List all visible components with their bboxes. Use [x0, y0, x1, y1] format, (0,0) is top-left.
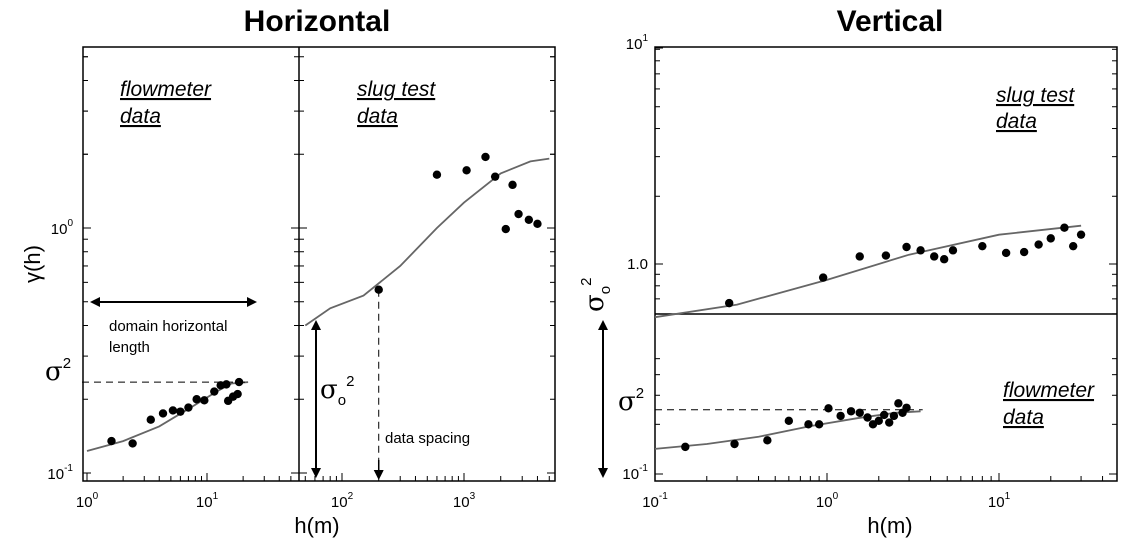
flowmeter-data-point: [168, 406, 178, 415]
vertical-x-tick-label: 100: [816, 491, 839, 511]
vertical-x-axis-label: h(m): [867, 513, 912, 538]
slugtest-data-point: [490, 172, 500, 181]
vertical-flowmeter-data-point: [902, 403, 911, 412]
flowmeter-label-line2: data: [120, 105, 161, 128]
vertical-flowmeter-data-point: [824, 404, 833, 413]
vertical-flowmeter-data-point: [846, 407, 856, 416]
domain-length-label-line2: length: [109, 339, 150, 356]
vertical-slugtest-data-point: [1076, 230, 1086, 239]
vertical-slugtest-data-point: [1034, 240, 1043, 249]
vertical-slugtest-data-point: [929, 252, 939, 261]
vertical-flowmeter-data-point: [885, 418, 894, 427]
slugtest-fit-curve: [304, 157, 550, 327]
vertical-flowmeter-data-point: [889, 411, 899, 421]
vertical-slugtest-data-point: [818, 273, 828, 282]
vertical-slugtest-data-point: [724, 298, 734, 308]
horizontal-plot-frame: [82, 46, 556, 482]
flowmeter-x-tick-label: 100: [76, 491, 99, 511]
vertical-title: Vertical: [837, 5, 944, 38]
ticks-layer: [83, 47, 1117, 481]
flowmeter-data-point: [222, 380, 231, 389]
vertical-slugtest-data-point: [1060, 223, 1069, 232]
vertical-slugtest-fit-curve: [654, 224, 1082, 319]
vertical-flowmeter-data-point: [730, 439, 739, 449]
vertical-x-tick-label: 101: [988, 491, 1011, 511]
data-spacing-label: data spacing: [385, 430, 470, 447]
guides-layer: [82, 289, 923, 480]
vertical-slugtest-data-point: [916, 246, 925, 255]
vertical-x-tick-label: 10-1: [642, 491, 668, 511]
domain-length-label-line1: domain horizontal: [109, 318, 227, 335]
slugtest-label-line2: data: [357, 105, 398, 128]
vertical-flowmeter-data-point: [879, 410, 889, 420]
flowmeter-data-point: [158, 409, 168, 418]
horizontal-nugget-label: σo2: [320, 373, 354, 409]
slugtest-data-point: [524, 215, 534, 225]
slugtest-data-point: [508, 180, 517, 190]
vertical-nugget-label: σo2: [578, 278, 614, 312]
vertical-slugtest-data-point: [881, 251, 891, 260]
vertical-flowmeter-data-point: [836, 411, 845, 421]
vertical-y-tick-label: 10-1: [622, 463, 648, 483]
horizontal-x-axis-label: h(m): [294, 513, 339, 538]
vertical-flowmeter-data-point: [874, 416, 883, 426]
flowmeter-data-point: [210, 387, 219, 396]
slugtest-data-point: [432, 170, 442, 179]
flowmeter-data-point: [146, 415, 155, 424]
vertical-slugtest-data-point: [1019, 247, 1029, 257]
vertical-flowmeter-data-point: [855, 408, 864, 417]
vertical-flowmeter-label-line2: data: [1003, 406, 1044, 429]
flowmeter-data-point: [176, 407, 185, 416]
flowmeter-data-point: [200, 396, 209, 405]
horizontal-sill-label: σ2: [45, 355, 71, 387]
horizontal-y-axis-label: γ(h): [20, 245, 45, 283]
slugtest-data-point: [501, 224, 510, 234]
flowmeter-data-point: [128, 439, 137, 448]
vertical-y-tick-label: 101: [626, 33, 649, 53]
vertical-mid-label: 1.0: [627, 256, 648, 273]
horizontal-title: Horizontal: [244, 5, 391, 38]
vertical-slugtest-label-line2: data: [996, 110, 1037, 133]
flowmeter-x-tick-label: 101: [196, 491, 219, 511]
slugtest-data-point: [533, 219, 542, 229]
vertical-flowmeter-data-point: [814, 420, 824, 429]
vertical-flowmeter-data-point: [784, 416, 794, 426]
vertical-flowmeter-data-point: [863, 413, 872, 422]
flowmeter-data-point: [192, 395, 201, 404]
slugtest-data-point: [462, 166, 471, 175]
horizontal-y-tick-label: 100: [51, 218, 74, 238]
vertical-slugtest-data-point: [1046, 234, 1055, 243]
vertical-flowmeter-data-point: [894, 399, 903, 408]
vertical-flowmeter-data-point: [804, 420, 813, 429]
vertical-sill-label: σ2: [618, 385, 644, 417]
flowmeter-fit-curve: [86, 381, 249, 452]
points-layer: [107, 152, 1086, 452]
flowmeter-data-point: [107, 436, 116, 446]
slugtest-data-point: [374, 285, 383, 294]
slugtest-data-point: [514, 209, 523, 219]
vertical-flowmeter-data-point: [681, 442, 690, 452]
slugtest-data-point: [481, 152, 490, 162]
flowmeter-label-line1: flowmeter: [120, 78, 212, 101]
vertical-slugtest-data-point: [1068, 241, 1078, 251]
vertical-slugtest-data-point: [855, 252, 864, 261]
slugtest-label-line1: slug test: [357, 78, 436, 101]
vertical-slugtest-data-point: [1001, 248, 1011, 258]
flowmeter-data-point: [233, 389, 242, 399]
vertical-flowmeter-data-point: [763, 436, 772, 445]
vertical-slugtest-data-point: [902, 242, 911, 252]
slugtest-x-tick-label: 102: [331, 491, 354, 511]
slugtest-x-tick-label: 103: [453, 491, 476, 511]
vertical-slugtest-data-point: [978, 241, 987, 251]
vertical-slugtest-data-point: [939, 255, 949, 264]
flowmeter-data-point: [184, 403, 193, 412]
vertical-flowmeter-label-line1: flowmeter: [1003, 379, 1095, 402]
svg-text:σo2: σo2: [578, 278, 614, 312]
vertical-slugtest-label-line1: slug test: [996, 84, 1075, 107]
vertical-slugtest-data-point: [948, 246, 958, 255]
horizontal-y-tick-label: 10-1: [47, 463, 73, 483]
